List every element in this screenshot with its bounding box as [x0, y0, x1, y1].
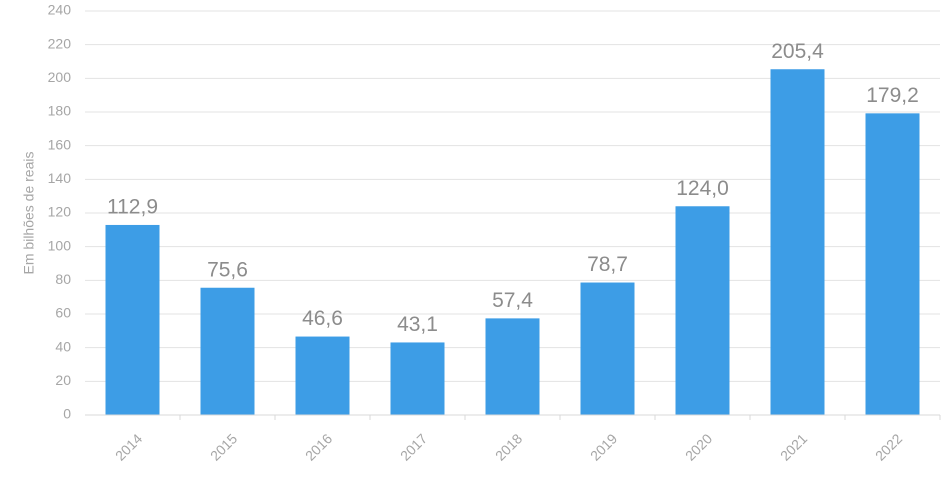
y-tick-label: 140 — [48, 170, 72, 186]
bar — [390, 342, 445, 415]
bar — [865, 113, 920, 415]
value-label: 57,4 — [492, 289, 533, 312]
y-tick-label: 120 — [48, 204, 72, 220]
x-tick-label: 2021 — [777, 430, 810, 463]
value-label: 75,6 — [207, 258, 248, 281]
x-tick-label: 2020 — [682, 430, 715, 463]
value-label: 78,7 — [587, 253, 628, 276]
x-tick-label: 2022 — [872, 430, 905, 463]
y-tick-label: 40 — [55, 338, 71, 354]
bar — [770, 69, 825, 415]
y-tick-label: 20 — [55, 372, 71, 388]
y-tick-label: 160 — [48, 136, 72, 152]
x-tick-label: 2015 — [207, 430, 240, 463]
value-label: 205,4 — [771, 40, 824, 63]
bar — [580, 282, 635, 415]
bar — [675, 206, 730, 415]
x-tick-label: 2014 — [112, 430, 145, 463]
x-tick-label: 2018 — [492, 430, 525, 463]
bar — [485, 318, 540, 415]
x-tick-label: 2017 — [397, 430, 430, 463]
y-tick-label: 0 — [63, 406, 71, 422]
bar — [295, 336, 350, 415]
value-label: 124,0 — [676, 177, 729, 200]
y-tick-label: 100 — [48, 237, 72, 253]
y-tick-label: 60 — [55, 305, 71, 321]
bar — [200, 287, 255, 415]
x-tick-label: 2016 — [302, 430, 335, 463]
y-axis-title: Em bilhões de reais — [21, 152, 37, 275]
y-tick-label: 80 — [55, 271, 71, 287]
y-tick-label: 200 — [48, 69, 72, 85]
y-tick-label: 180 — [48, 103, 72, 119]
value-label: 43,1 — [397, 313, 438, 336]
value-label: 112,9 — [107, 195, 158, 218]
x-tick-label: 2019 — [587, 430, 620, 463]
value-label: 46,6 — [302, 307, 343, 330]
y-tick-label: 240 — [48, 2, 72, 18]
y-tick-label: 220 — [48, 35, 72, 51]
value-label: 179,2 — [866, 84, 919, 107]
bar — [105, 224, 160, 415]
